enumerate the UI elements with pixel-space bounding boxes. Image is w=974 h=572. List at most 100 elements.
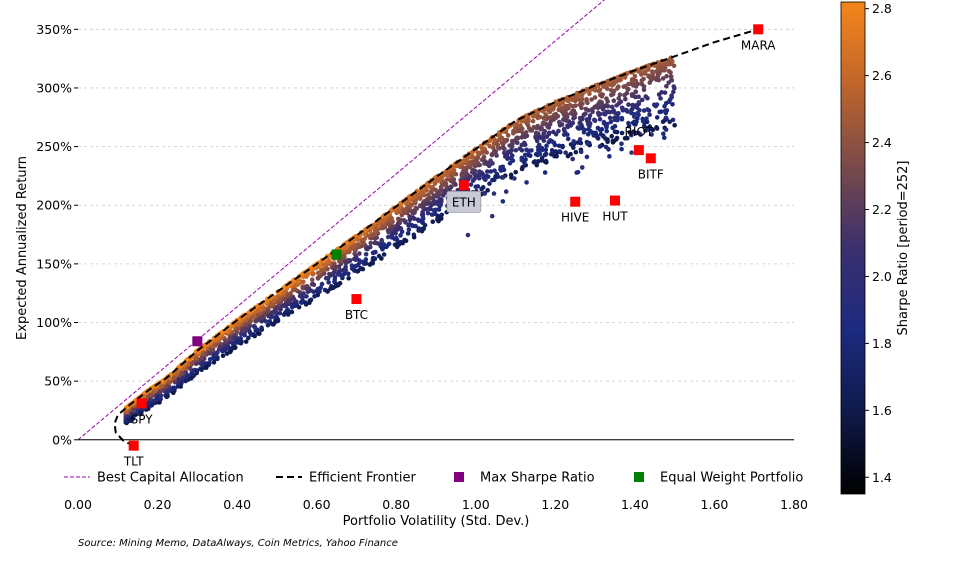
portfolio-point bbox=[622, 135, 628, 141]
portfolio-point bbox=[332, 277, 337, 283]
portfolio-point bbox=[336, 264, 342, 270]
portfolio-point bbox=[381, 252, 387, 257]
x-tick-label: 1.20 bbox=[541, 497, 569, 512]
portfolio-point bbox=[301, 291, 306, 296]
portfolio-point bbox=[406, 194, 412, 200]
portfolio-point bbox=[557, 149, 562, 154]
portfolio-point bbox=[534, 138, 540, 144]
portfolio-point bbox=[662, 135, 667, 141]
portfolio-point bbox=[344, 250, 349, 255]
portfolio-point bbox=[586, 88, 591, 93]
portfolio-point bbox=[251, 313, 257, 318]
x-tick-label: 0.60 bbox=[303, 497, 331, 512]
portfolio-point bbox=[492, 168, 497, 173]
portfolio-point bbox=[658, 96, 663, 101]
portfolio-point bbox=[396, 242, 402, 247]
portfolio-point bbox=[554, 153, 559, 159]
portfolio-point bbox=[479, 145, 485, 151]
portfolio-point bbox=[207, 357, 213, 362]
portfolio-point bbox=[488, 169, 494, 174]
portfolio-point bbox=[613, 137, 619, 142]
portfolio-point bbox=[278, 306, 283, 312]
portfolio-point bbox=[672, 122, 677, 128]
portfolio-point bbox=[541, 138, 547, 143]
portfolio-point bbox=[522, 134, 528, 140]
portfolio-point bbox=[494, 171, 500, 177]
portfolio-point bbox=[606, 147, 611, 152]
portfolio-point bbox=[585, 131, 591, 137]
portfolio-point bbox=[654, 115, 660, 120]
portfolio-point bbox=[642, 70, 647, 76]
portfolio-point bbox=[564, 105, 570, 110]
portfolio-point bbox=[343, 244, 348, 250]
portfolio-point bbox=[647, 80, 653, 85]
legend-label: Efficient Frontier bbox=[309, 471, 416, 486]
portfolio-point bbox=[626, 81, 631, 87]
portfolio-point bbox=[629, 110, 634, 116]
portfolio-point bbox=[604, 86, 610, 92]
portfolio-point bbox=[539, 147, 545, 153]
portfolio-point bbox=[164, 389, 170, 395]
portfolio-point bbox=[577, 115, 583, 121]
portfolio-point bbox=[356, 242, 362, 248]
portfolio-point bbox=[607, 115, 613, 121]
portfolio-point bbox=[626, 102, 631, 107]
efficient-frontier-line bbox=[113, 28, 759, 447]
portfolio-point bbox=[640, 118, 646, 124]
portfolio-point bbox=[285, 312, 291, 317]
portfolio-point bbox=[468, 182, 474, 187]
portfolio-point bbox=[666, 68, 672, 74]
portfolio-point bbox=[412, 199, 417, 204]
portfolio-point bbox=[542, 170, 548, 175]
portfolio-point bbox=[611, 98, 617, 104]
portfolio-point bbox=[581, 129, 587, 135]
portfolio-point bbox=[179, 370, 185, 376]
portfolio-point bbox=[602, 82, 608, 88]
portfolio-point bbox=[609, 104, 615, 110]
portfolio-point bbox=[576, 126, 582, 131]
portfolio-point bbox=[561, 126, 567, 132]
asset-marker-tlt bbox=[128, 440, 139, 451]
portfolio-point bbox=[553, 131, 559, 137]
portfolio-point bbox=[498, 164, 503, 170]
portfolio-point bbox=[515, 135, 521, 141]
colorbar-tick-label: 2.0 bbox=[872, 269, 892, 284]
portfolio-point bbox=[461, 171, 467, 176]
portfolio-point bbox=[544, 134, 550, 139]
portfolio-point bbox=[426, 192, 431, 198]
portfolio-point bbox=[578, 102, 583, 108]
portfolio-point bbox=[663, 100, 669, 106]
capital-allocation-line bbox=[78, 0, 606, 441]
portfolio-point bbox=[645, 107, 650, 112]
portfolio-point bbox=[139, 410, 144, 416]
portfolio-point bbox=[325, 275, 331, 281]
portfolio-point bbox=[513, 169, 519, 175]
portfolio-point bbox=[597, 116, 603, 122]
portfolio-point bbox=[525, 123, 531, 128]
portfolio-point bbox=[281, 303, 287, 309]
portfolio-point bbox=[542, 128, 547, 134]
portfolio-point bbox=[494, 153, 499, 158]
portfolio-point bbox=[432, 181, 438, 186]
portfolio-point bbox=[420, 212, 425, 218]
portfolio-point bbox=[577, 120, 583, 126]
portfolio-point bbox=[179, 380, 184, 386]
portfolio-point bbox=[433, 187, 438, 193]
portfolio-point bbox=[311, 282, 317, 288]
portfolio-point bbox=[470, 153, 475, 159]
portfolio-point bbox=[484, 161, 490, 167]
portfolio-point bbox=[131, 407, 137, 413]
portfolio-point bbox=[123, 409, 129, 414]
portfolio-point bbox=[277, 296, 283, 302]
portfolio-point bbox=[414, 206, 420, 211]
portfolio-point bbox=[578, 140, 584, 146]
portfolio-point bbox=[556, 128, 561, 134]
portfolio-point bbox=[247, 328, 252, 334]
portfolio-point bbox=[315, 292, 321, 298]
portfolio-point bbox=[393, 231, 398, 236]
portfolio-point bbox=[148, 393, 153, 398]
portfolio-point bbox=[304, 274, 309, 279]
portfolio-point bbox=[633, 103, 639, 108]
portfolio-point bbox=[411, 232, 417, 238]
portfolio-point bbox=[570, 120, 576, 126]
